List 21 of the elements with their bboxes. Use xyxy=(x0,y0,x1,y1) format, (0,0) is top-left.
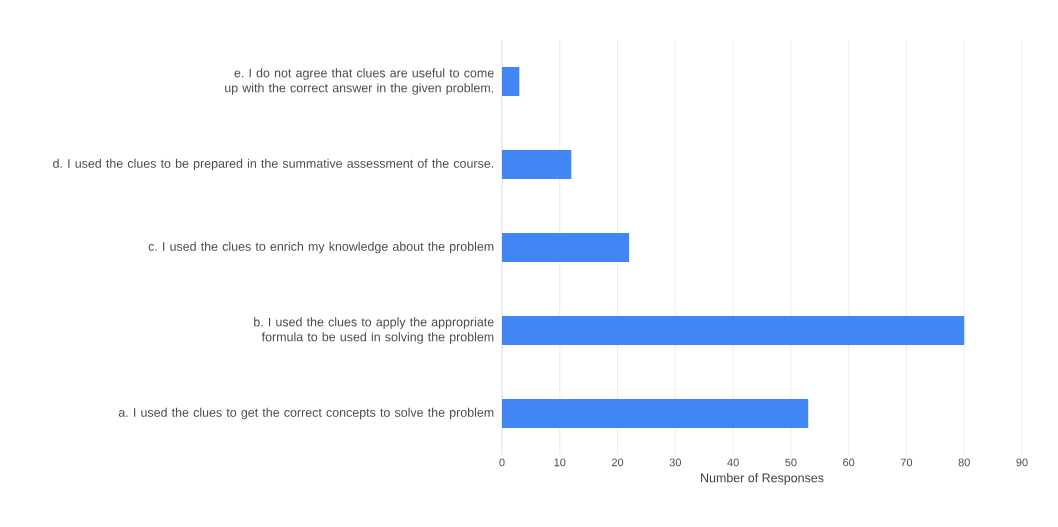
x-tick-label: 30 xyxy=(669,458,681,467)
x-tick-label: 20 xyxy=(612,458,624,467)
x-axis-title: Number of Responses xyxy=(701,473,824,485)
bar xyxy=(502,150,572,179)
y-tick-label: e. I do not agree that clues are useful to come up with the correct answer in the given problem. xyxy=(225,68,494,95)
y-tick-label: d. I used the clues to be prepared in the summative assessment of the course. xyxy=(53,158,494,171)
y-tick-label: a. I used the clues to get the correct concepts to solve the problem xyxy=(118,407,494,420)
x-tick-label: 80 xyxy=(958,458,970,467)
x-tick-label: 60 xyxy=(843,458,855,467)
y-tick-label: b. I used the clues to apply the appropriate formula to be used in solving the problem xyxy=(254,317,494,344)
x-tick-label: 0 xyxy=(499,458,505,467)
y-tick-label: c. I used the clues to enrich my knowledge about the problem xyxy=(148,241,494,254)
x-tick-label: 50 xyxy=(785,458,797,467)
bar xyxy=(502,233,630,262)
x-tick-label: 70 xyxy=(900,458,913,467)
bar xyxy=(502,316,965,345)
x-tick-label: 10 xyxy=(554,458,566,467)
bar xyxy=(502,67,520,97)
x-tick-label: 40 xyxy=(727,458,739,467)
bar xyxy=(502,399,809,428)
x-tick-label: 90 xyxy=(1016,458,1028,467)
